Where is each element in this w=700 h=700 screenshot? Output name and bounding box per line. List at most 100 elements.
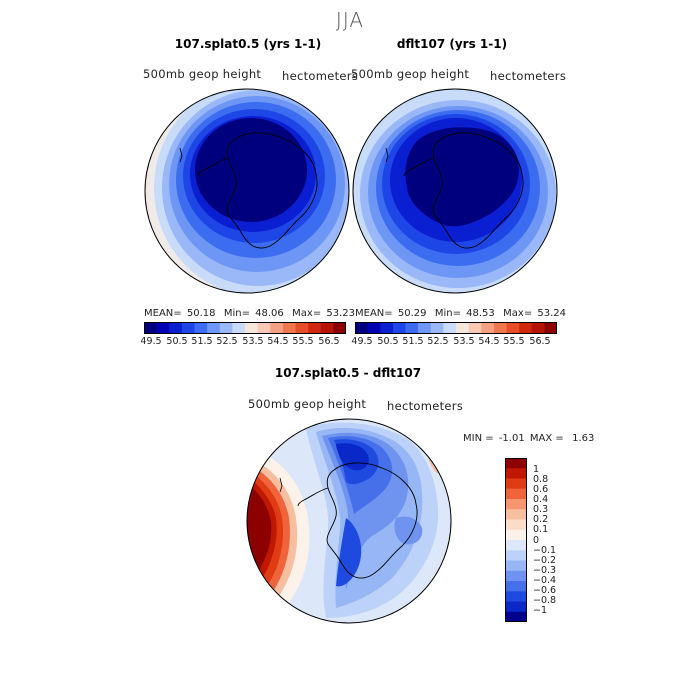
cb3-tick: −0.1 — [533, 545, 557, 556]
colorbar-swatch — [282, 322, 296, 334]
cb3-tick: 0.4 — [533, 494, 549, 505]
panel-1-colorbar-ticks: 49.5 50.5 51.5 52.5 53.5 54.5 55.5 56.5 — [136, 336, 356, 350]
cb3-tick: −0.3 — [533, 565, 557, 576]
cb3-tick: 0.3 — [533, 504, 549, 515]
panel-1-min: 48.06 — [255, 308, 284, 319]
colorbar-swatch — [505, 468, 527, 479]
panel-3-max: 1.63 — [572, 433, 595, 444]
panel-1-mean: 50.18 — [186, 308, 216, 319]
panel-2-colorbar-ticks: 49.5 50.5 51.5 52.5 53.5 54.5 55.5 56.5 — [347, 336, 567, 350]
cb3-tick: 0.2 — [533, 514, 549, 525]
cb2-tick: 55.5 — [503, 336, 525, 347]
cb1-tick: 49.5 — [140, 336, 162, 347]
panel-2-min: 48.53 — [466, 308, 495, 319]
cb1-tick: 50.5 — [166, 336, 188, 347]
panel-3-map — [246, 418, 452, 624]
panel-3-min-label: MIN = — [463, 433, 494, 444]
panel-2-level-49 — [405, 127, 519, 227]
colorbar-swatch — [505, 601, 527, 613]
panel-2-level-53 — [353, 266, 372, 293]
panel-3-colorbar — [505, 458, 527, 622]
cb3-tick: −0.4 — [533, 575, 557, 586]
figure-title: JJA — [335, 8, 365, 32]
colorbar-swatch — [468, 322, 482, 334]
panel-2-min-label: Min= — [434, 308, 461, 319]
colorbar-border — [144, 322, 346, 334]
panel-2-max-label: Max= — [503, 308, 533, 319]
cb3-tick: 0.8 — [533, 474, 549, 485]
panel-1-level-49 — [195, 118, 307, 222]
colorbar-swatch — [156, 322, 170, 334]
panel-2-coastline — [432, 132, 524, 249]
cb1-tick: 55.5 — [292, 336, 314, 347]
panel-3-coastline — [326, 462, 418, 579]
panel-1-island — [179, 147, 183, 163]
colorbar-swatch — [505, 519, 527, 531]
cb3-tick: 0.6 — [533, 484, 549, 495]
panel-1-max-label: Max= — [292, 308, 322, 319]
panel-2-colorbar — [355, 322, 557, 334]
colorbar-swatch — [531, 322, 545, 334]
colorbar-swatch — [519, 322, 533, 334]
colorbar-swatch — [169, 322, 183, 334]
cb3-tick: 1 — [533, 464, 540, 475]
panel-3-variable: 500mb geop height — [248, 397, 367, 411]
colorbar-border — [505, 458, 527, 622]
colorbar-swatch — [505, 529, 527, 541]
panel-2-mean-label: MEAN= — [355, 308, 393, 319]
panel-1-map-border — [144, 88, 350, 294]
colorbar-swatch — [144, 322, 157, 334]
colorbar-border — [355, 322, 557, 334]
panel-1-max: 53.23 — [326, 308, 356, 319]
colorbar-swatch — [367, 322, 381, 334]
panel-3-colorbar-ticks: 1 0.8 0.6 0.4 0.3 0.2 0.1 0 −0.1 −0.2 −0… — [533, 460, 573, 630]
colorbar-swatch — [481, 322, 495, 334]
panel-1-coastline — [226, 132, 318, 249]
colorbar-swatch — [505, 488, 527, 500]
colorbar-swatch — [270, 322, 284, 334]
colorbar-swatch — [505, 499, 527, 510]
panel-3-min: -1.01 — [498, 433, 525, 444]
cb3-tick: 0 — [533, 535, 540, 546]
colorbar-swatch — [194, 322, 208, 334]
panel-3-max-label: MAX = — [529, 433, 564, 444]
panel-2-stats: MEAN= 50.29 Min= 48.53 Max= 53.24 — [355, 308, 568, 319]
colorbar-swatch — [505, 478, 527, 490]
cb1-tick: 53.5 — [242, 336, 264, 347]
colorbar-swatch — [207, 322, 221, 334]
panel-1-variable: 500mb geop height — [143, 67, 262, 81]
colorbar-swatch — [405, 322, 419, 334]
cb2-tick: 53.5 — [453, 336, 475, 347]
colorbar-swatch — [505, 458, 527, 469]
cb3-tick: −0.8 — [533, 595, 557, 606]
colorbar-swatch — [505, 570, 527, 582]
panel-1-mean-label: MEAN= — [144, 308, 182, 319]
cb2-tick: 54.5 — [478, 336, 500, 347]
colorbar-swatch — [430, 322, 444, 334]
cb1-tick: 52.5 — [216, 336, 238, 347]
panel-1-map — [144, 88, 350, 294]
colorbar-swatch — [308, 322, 322, 334]
panel-1-units: hectometers — [282, 69, 359, 83]
cb2-tick: 56.5 — [529, 336, 551, 347]
cb1-tick: 56.5 — [318, 336, 340, 347]
panel-3-map-border — [246, 418, 452, 624]
cb3-tick: −1 — [533, 605, 548, 616]
colorbar-swatch — [505, 591, 527, 602]
panel-2-variable: 500mb geop height — [351, 67, 470, 81]
cb2-tick: 49.5 — [351, 336, 373, 347]
panel-2-map-border — [352, 88, 558, 294]
colorbar-swatch — [506, 322, 520, 334]
panel-2-max: 53.24 — [537, 308, 567, 319]
colorbar-swatch — [257, 322, 271, 334]
colorbar-swatch — [245, 322, 258, 334]
colorbar-swatch — [418, 322, 432, 334]
colorbar-swatch — [505, 509, 527, 520]
panel-3-stats: MIN = -1.01 MAX = 1.63 — [463, 433, 596, 444]
colorbar-swatch — [456, 322, 469, 334]
colorbar-swatch — [181, 322, 195, 334]
panel-1-min-label: Min= — [223, 308, 250, 319]
panel-1-peninsula — [197, 157, 229, 177]
colorbar-swatch — [505, 550, 527, 561]
cb2-tick: 50.5 — [377, 336, 399, 347]
